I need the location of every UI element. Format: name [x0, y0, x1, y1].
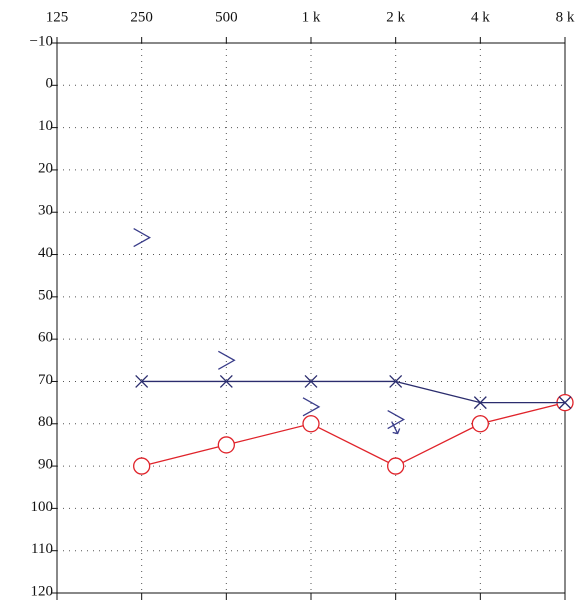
marker-x — [473, 396, 487, 410]
y-tick-label: 40 — [38, 245, 53, 261]
y-tick-label: 80 — [38, 414, 53, 430]
marker-x — [135, 375, 149, 388]
plot-frame — [56, 42, 566, 594]
x-tick-label: 1 k — [302, 9, 321, 25]
x-tick-label: 2 k — [386, 9, 405, 25]
marker-chevron — [218, 350, 236, 370]
y-tick-label: 30 — [38, 203, 53, 219]
y-tick-label: 0 — [46, 76, 54, 92]
marker-chevron — [302, 397, 321, 417]
marker-circle — [302, 415, 320, 433]
y-tick-label: 20 — [38, 160, 53, 176]
y-tick-label: 110 — [31, 541, 53, 557]
series-line — [141, 380, 565, 404]
marker-circle — [387, 457, 405, 475]
marker-chevron — [133, 228, 151, 248]
y-tick-label: 90 — [38, 457, 53, 473]
marker-chevron — [387, 409, 405, 430]
x-tick-label: 8 k — [556, 9, 575, 25]
y-tick-label: 100 — [31, 499, 54, 515]
y-tick-label: 120 — [31, 583, 54, 599]
marker-x — [219, 375, 233, 388]
marker-x — [304, 375, 318, 388]
x-tick-label: 250 — [130, 9, 153, 25]
series-line — [141, 401, 566, 467]
marker-circle — [133, 457, 151, 475]
x-tick-label: 4 k — [471, 9, 490, 25]
y-tick-label: 50 — [38, 287, 53, 303]
marker-circle — [471, 415, 489, 433]
x-tick-label: 500 — [215, 9, 238, 25]
x-tick-label: 125 — [46, 9, 69, 25]
no-response-arrow — [391, 421, 401, 435]
marker-x — [389, 375, 403, 388]
marker-circle — [217, 436, 235, 454]
y-tick-label: 60 — [38, 330, 53, 346]
marker-x — [558, 396, 572, 410]
y-tick-label: 70 — [38, 372, 53, 388]
y-tick-label: −10 — [30, 33, 53, 49]
y-tick-label: 10 — [38, 118, 53, 134]
